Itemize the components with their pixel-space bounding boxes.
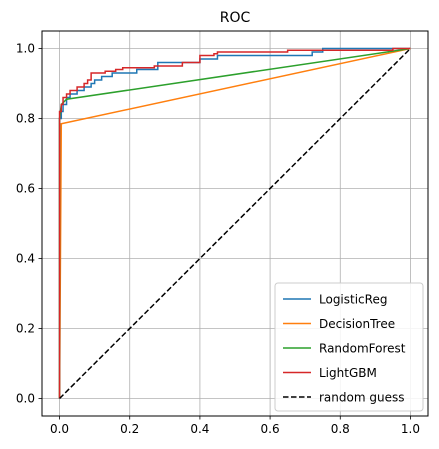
y-tick-label: 0.2 xyxy=(16,322,35,336)
y-tick-label: 0.6 xyxy=(16,182,35,196)
legend-label: LightGBM xyxy=(319,366,377,380)
x-tick-label: 1.0 xyxy=(401,422,420,436)
x-tick-label: 0.6 xyxy=(261,422,280,436)
y-tick-label: 0.4 xyxy=(16,252,35,266)
legend: LogisticReg DecisionTree RandomForest Light… xyxy=(274,282,424,412)
y-tick-label: 0.0 xyxy=(16,392,35,406)
legend-label: RandomForest xyxy=(319,342,406,356)
x-tick-label: 0.8 xyxy=(331,422,350,436)
legend-label: random guess xyxy=(319,391,404,405)
y-tick-label: 1.0 xyxy=(16,42,35,56)
legend-box xyxy=(274,282,424,412)
plot-frame xyxy=(41,30,429,417)
legend-label: LogisticReg xyxy=(319,293,387,307)
grid-layer xyxy=(42,31,428,416)
y-tick-label: 0.8 xyxy=(16,112,35,126)
x-tick-label: 0.0 xyxy=(50,422,69,436)
series-line-random-guess xyxy=(59,47,411,400)
series-line-logisticreg xyxy=(58,47,411,399)
x-tick-label: 0.2 xyxy=(120,422,139,436)
series-line-lightgbm xyxy=(58,47,411,399)
legend-label: DecisionTree xyxy=(319,317,395,331)
tick-layer: 0.0 0.2 0.4 0.6 0.8 1.0 0.0 0.2 0.4 0.6 0.8 1.0 xyxy=(16,42,420,437)
series-layer xyxy=(58,47,411,400)
chart-title: ROC xyxy=(220,10,251,26)
x-tick-label: 0.4 xyxy=(190,422,209,436)
